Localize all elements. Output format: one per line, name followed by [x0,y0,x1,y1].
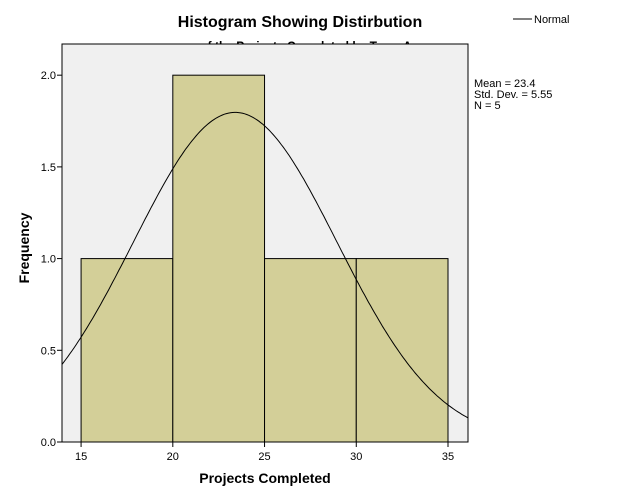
x-axis-label: Projects Completed [199,470,330,486]
normal-curve [61,111,469,419]
histogram-bar-2 [264,258,357,443]
y-axis-label: Frequency [16,212,32,283]
x-tick-label: 15 [75,451,87,463]
y-tick-label: 1.5 [41,162,56,174]
x-tick-label: 20 [167,451,179,463]
y-tick-label: 0.0 [41,437,56,449]
histogram-bar-1 [172,74,266,443]
x-tick-label: 25 [258,451,270,463]
x-tick-label: 35 [442,451,454,463]
y-tick-label: 1.0 [41,254,56,266]
histogram-bar-3 [355,258,449,443]
y-tick-label: 0.5 [41,345,56,357]
stat-n: N = 5 [474,100,501,112]
stat-std-dev: Std. Dev. = 5.55 [474,89,552,101]
chart-title: Histogram Showing Distirbution [178,14,422,31]
histogram-bar-0 [80,258,174,443]
legend-label-normal: Normal [534,14,569,26]
stat-mean: Mean = 23.4 [474,78,535,90]
x-tick-label: 30 [350,451,362,463]
y-tick-label: 2.0 [41,70,56,82]
